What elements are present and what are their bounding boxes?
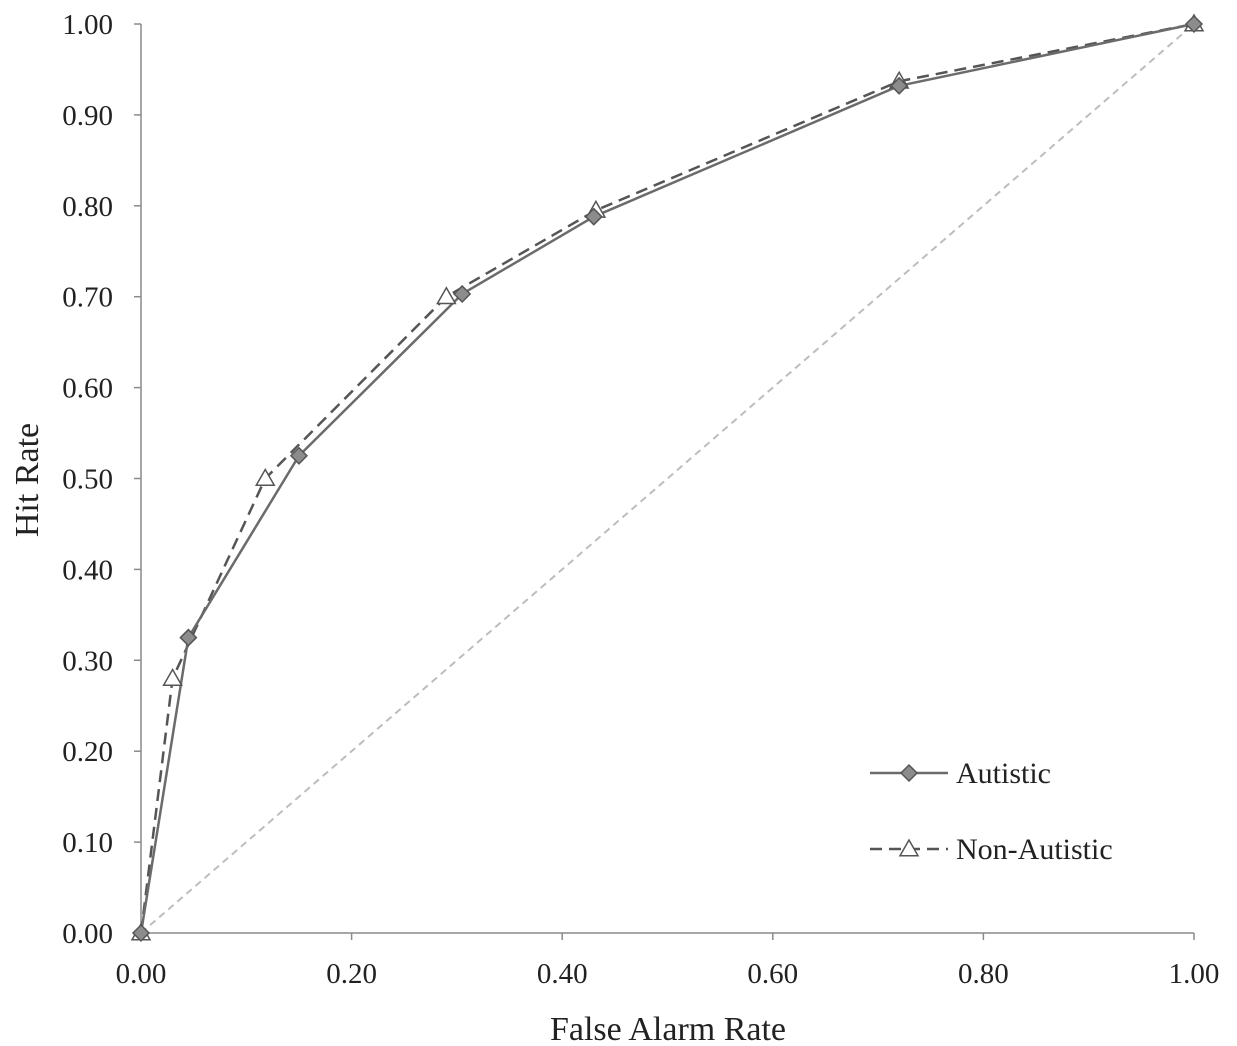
y-tick-label: 0.20 [62,736,113,768]
data-point-autistic [453,284,472,304]
data-point-autistic [131,923,151,943]
data-point-autistic [890,76,909,95]
x-tick-label: 0.80 [958,958,1009,990]
y-axis-title: Hit Rate [9,423,46,537]
data-point-autistic [179,628,198,647]
legend-label-non-autistic: Non-Autistic [956,833,1113,866]
x-tick-label: 0.00 [116,958,167,990]
axes-layer: 0.00 0.10 0.20 0.30 0.40 0.50 0.60 0.70 0.80 0.90… [62,9,1219,990]
y-tick-label: 0.80 [62,191,113,223]
legend-label-autistic: Autistic [956,757,1051,790]
chance-diagonal-line [140,23,1195,934]
data-point-non-autistic [254,467,276,486]
x-tick-label: 0.40 [537,958,588,990]
y-tick-label: 0.30 [62,645,113,677]
x-tick-label: 0.60 [747,958,798,990]
y-tick-label: 0.70 [62,282,113,314]
y-tick-label: 0.10 [62,827,113,859]
data-point-autistic [289,446,309,465]
legend-marker-non-autistic [898,838,920,857]
x-axis-title: False Alarm Rate [550,1011,786,1046]
legend: Autistic Non-Autistic [870,757,1113,866]
x-tick-label: 0.20 [326,958,377,990]
y-tick-label: 0.50 [62,464,113,496]
y-tick-label: 0.00 [62,918,113,950]
x-tick-label: 1.00 [1169,958,1220,990]
data-point-non-autistic [436,286,457,305]
y-tick-label: 0.60 [62,373,113,405]
y-tick-label: 0.40 [62,554,113,586]
reference-layer [140,23,1195,934]
y-tick-label: 0.90 [62,100,113,132]
data-point-autistic [584,207,603,226]
data-point-autistic [1184,14,1204,34]
series-layer [130,13,1205,943]
legend-marker-autistic [899,763,919,783]
data-point-non-autistic [162,667,183,686]
y-tick-label: 1.00 [62,9,113,41]
